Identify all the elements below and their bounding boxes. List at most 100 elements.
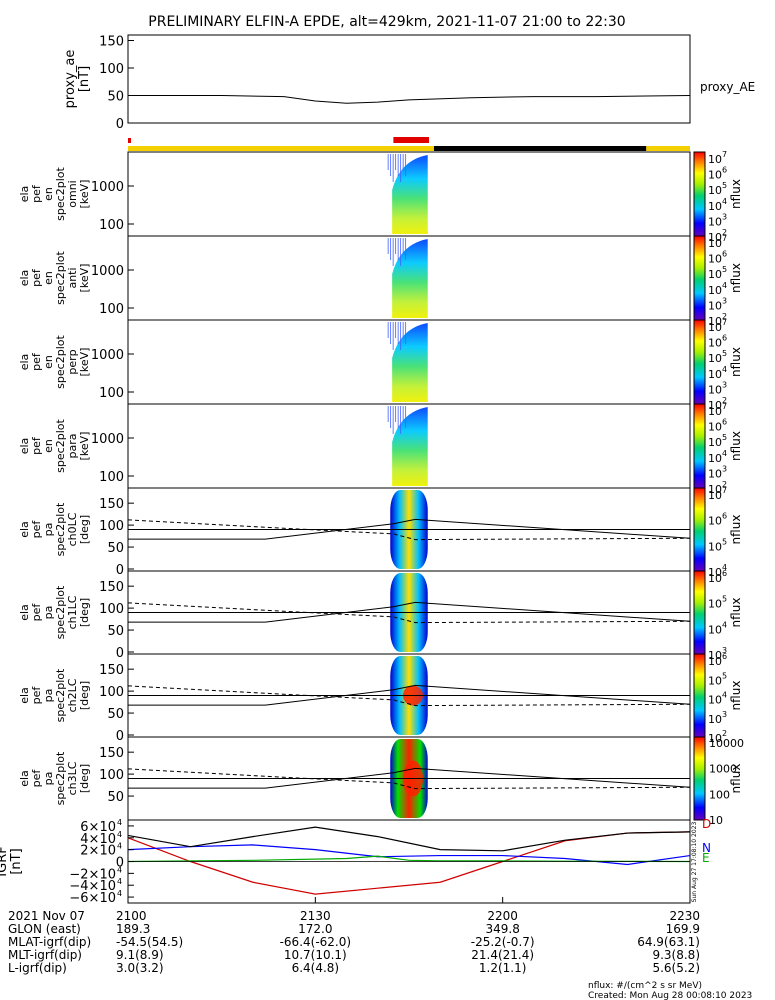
ylabel-line: ela [18, 604, 31, 621]
xaxis-row-label: MLT-igrf(dip) [8, 948, 82, 962]
ylabel-line: spec2plot [54, 668, 67, 722]
colorbar-tick-base: 10 [708, 489, 722, 502]
colorbar-tick-exp: 2 [722, 480, 727, 489]
ylabel-line: spec2plot [54, 335, 67, 389]
ytick-label: 0 [116, 856, 124, 871]
colorbar-tick-exp: 7 [722, 150, 727, 159]
xtick-mlat: -54.5(54.5) [116, 935, 183, 949]
ylabel-line: ch3LC [66, 761, 79, 795]
colorbar-label: nflux [729, 598, 743, 628]
colorbar-tick-base: 10 [708, 268, 722, 281]
xaxis-row-label: L-igrf(dip) [8, 961, 67, 975]
ylabel-line: ch2LC [66, 678, 79, 712]
ylabel-line: spec2plot [54, 419, 67, 473]
colorbar-tick-exp: 7 [722, 234, 727, 243]
ylabel-line: pef [30, 686, 43, 705]
colorbar [693, 487, 706, 572]
colorbar-tick-exp: 6 [722, 569, 727, 578]
ylabel-line: pef [30, 352, 43, 371]
xtick-l: 1.2(1.1) [479, 961, 527, 975]
anti-loss-cone-line [127, 768, 691, 790]
colorbar-label: nflux [729, 764, 743, 794]
ylabel-line: pef [30, 520, 43, 539]
colorbar [693, 235, 706, 321]
ytick-label: 1000 [91, 348, 124, 363]
colorbar-tick-exp: 5 [722, 537, 727, 546]
ytick-label: −2×10 [69, 867, 116, 882]
colorbar-tick-base: 10 [708, 299, 722, 312]
colorbar-label: nflux [729, 681, 743, 711]
colorbar-tick-base: 10 [708, 713, 722, 726]
ytick-label: 100 [99, 386, 124, 401]
colorbar-label: nflux [729, 347, 743, 377]
ylabel-line: en [42, 187, 55, 201]
colorbar-tick-base: 10 [708, 649, 722, 662]
colorbar [693, 403, 706, 489]
colorbar-tick-exp: 2 [722, 228, 727, 237]
colorbar-tick-base: 10 [708, 694, 722, 707]
ylabel-line: en [42, 271, 55, 285]
colorbar-tick-base: 10 [708, 515, 722, 528]
colorbar-tick-base: 10 [708, 237, 722, 250]
colorbar-tick-label: 100 [709, 788, 730, 801]
ylabel-line: ch0LC [66, 512, 79, 546]
orbit-segment [128, 146, 434, 151]
ylabel-line: ela [18, 354, 31, 371]
colorbar [693, 736, 706, 821]
proxy-ae-line [128, 95, 691, 104]
colorbar-tick-exp: 7 [722, 486, 727, 495]
xtick-mlt: 10.7(10.1) [284, 948, 347, 962]
xaxis-row-label: MLAT-igrf(dip) [8, 935, 91, 949]
igrf-series-e [127, 855, 691, 863]
colorbar-tick-exp: 2 [722, 396, 727, 405]
ylabel-line: para [66, 434, 79, 459]
igrf-legend-d: D [702, 817, 711, 831]
colorbar-tick-base: 10 [708, 566, 722, 579]
colorbar-tick-exp: 5 [722, 349, 727, 358]
ytick-exp: 4 [117, 830, 122, 839]
colorbar-tick-base: 10 [708, 483, 722, 496]
colorbar-tick-label: 10 [709, 814, 723, 827]
colorbar-tick-base: 10 [708, 674, 722, 687]
ytick-label: 100 [99, 602, 124, 617]
colorbar-tick-exp: 3 [722, 212, 727, 221]
xaxis-row-label: GLON (east) [8, 922, 81, 936]
ytick-label: 0 [116, 117, 124, 132]
ylabel-line: proxy_ae [63, 50, 78, 109]
ylabel-line: perp [66, 349, 79, 374]
xtick-mlat: -25.2(-0.7) [471, 935, 535, 949]
spectrogram-blob [392, 239, 428, 318]
ylabel-line: ela [18, 186, 31, 203]
proxy-frame [127, 34, 691, 124]
xtick-mlat: 64.9(63.1) [637, 935, 700, 949]
colorbar [693, 570, 706, 655]
colorbar-tick-exp: 7 [722, 318, 727, 327]
ytick-label: 100 [99, 685, 124, 700]
colorbar-tick-base: 10 [708, 383, 722, 396]
xtick-mlt: 21.4(21.4) [471, 948, 534, 962]
xtick-mlat: -66.4(-62.0) [280, 935, 351, 949]
loss-cone-line [128, 767, 691, 789]
colorbar-tick-base: 10 [708, 452, 722, 465]
colorbar-tick-base: 10 [708, 405, 722, 418]
colorbar-tick-exp: 4 [722, 563, 727, 572]
colorbar-tick-base: 10 [708, 436, 722, 449]
ytick-label: −6×10 [69, 891, 116, 906]
ytick-label: 50 [107, 541, 124, 556]
ytick-exp: 4 [117, 877, 122, 886]
igrf-stamp: Sun Aug 27 17:08:10 2023 [691, 822, 698, 903]
colorbar-tick-base: 10 [708, 184, 722, 197]
loss-cone-line [128, 601, 691, 623]
anti-loss-cone-line [127, 602, 691, 624]
xtick-glon: 349.8 [485, 922, 519, 936]
ytick-exp: 4 [117, 865, 122, 874]
colorbar-tick-exp: 4 [722, 691, 727, 700]
ytick-label: 50 [107, 624, 124, 639]
xtick-glon: 172.0 [298, 922, 332, 936]
ylabel-line: spec2plot [54, 751, 67, 805]
ytick-label: 150 [99, 663, 124, 678]
